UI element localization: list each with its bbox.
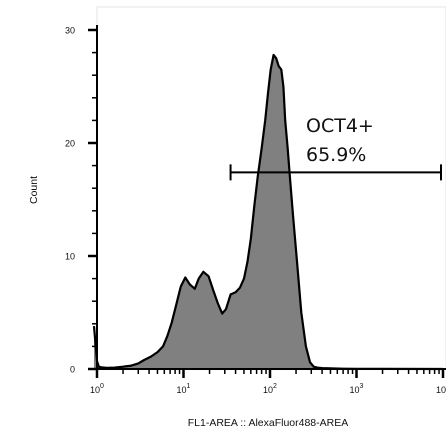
x-tick-label: 101 — [177, 383, 191, 395]
x-axis-label: FL1-AREA :: AlexaFluor488-AREA — [188, 417, 349, 429]
x-tick-label: 100 — [90, 383, 104, 395]
plot-area — [92, 53, 444, 371]
y-tick-label: 10 — [65, 252, 75, 262]
y-tick-label: 0 — [70, 365, 75, 375]
y-axis-label: Count — [28, 176, 40, 204]
y-tick-label: 20 — [65, 139, 75, 149]
histogram-outline — [92, 53, 444, 371]
histogram-fill — [94, 54, 443, 370]
gate-percent-label: 65.9% — [306, 144, 366, 166]
gate-name-label: OCT4+ — [306, 115, 374, 137]
y-tick-label: 30 — [65, 26, 75, 36]
gate-group: OCT4+ 65.9% — [229, 110, 442, 181]
x-tick-label: 102 — [263, 383, 277, 395]
x-tick-label: 104 — [436, 383, 446, 395]
axes: 0 10 20 30 100 101 102 103 104 — [65, 25, 446, 395]
x-tick-label: 103 — [350, 383, 364, 395]
gate-label-background — [300, 110, 398, 168]
